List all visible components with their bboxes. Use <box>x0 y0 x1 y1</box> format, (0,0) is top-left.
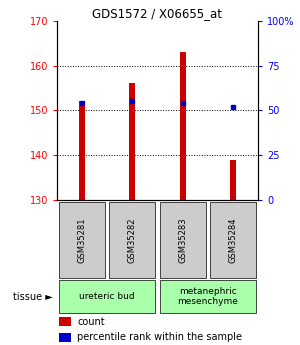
Bar <box>59 317 71 326</box>
Text: GSM35283: GSM35283 <box>178 217 187 263</box>
Text: GSM35281: GSM35281 <box>78 217 87 263</box>
Text: GSM35282: GSM35282 <box>128 217 137 263</box>
Bar <box>109 202 155 278</box>
Bar <box>160 280 256 313</box>
Bar <box>59 280 155 313</box>
Bar <box>59 202 105 278</box>
Title: GDS1572 / X06655_at: GDS1572 / X06655_at <box>92 7 223 20</box>
Text: metanephric
mesenchyme: metanephric mesenchyme <box>177 287 238 306</box>
Bar <box>160 202 206 278</box>
Bar <box>59 333 71 342</box>
Text: count: count <box>77 317 105 327</box>
Text: ureteric bud: ureteric bud <box>80 292 135 301</box>
Text: tissue ►: tissue ► <box>13 292 53 302</box>
Bar <box>180 52 186 200</box>
Text: percentile rank within the sample: percentile rank within the sample <box>77 332 242 342</box>
Bar <box>230 160 236 200</box>
Bar <box>210 202 256 278</box>
Text: GSM35284: GSM35284 <box>228 217 237 263</box>
Bar <box>129 83 135 200</box>
Bar <box>79 101 85 200</box>
